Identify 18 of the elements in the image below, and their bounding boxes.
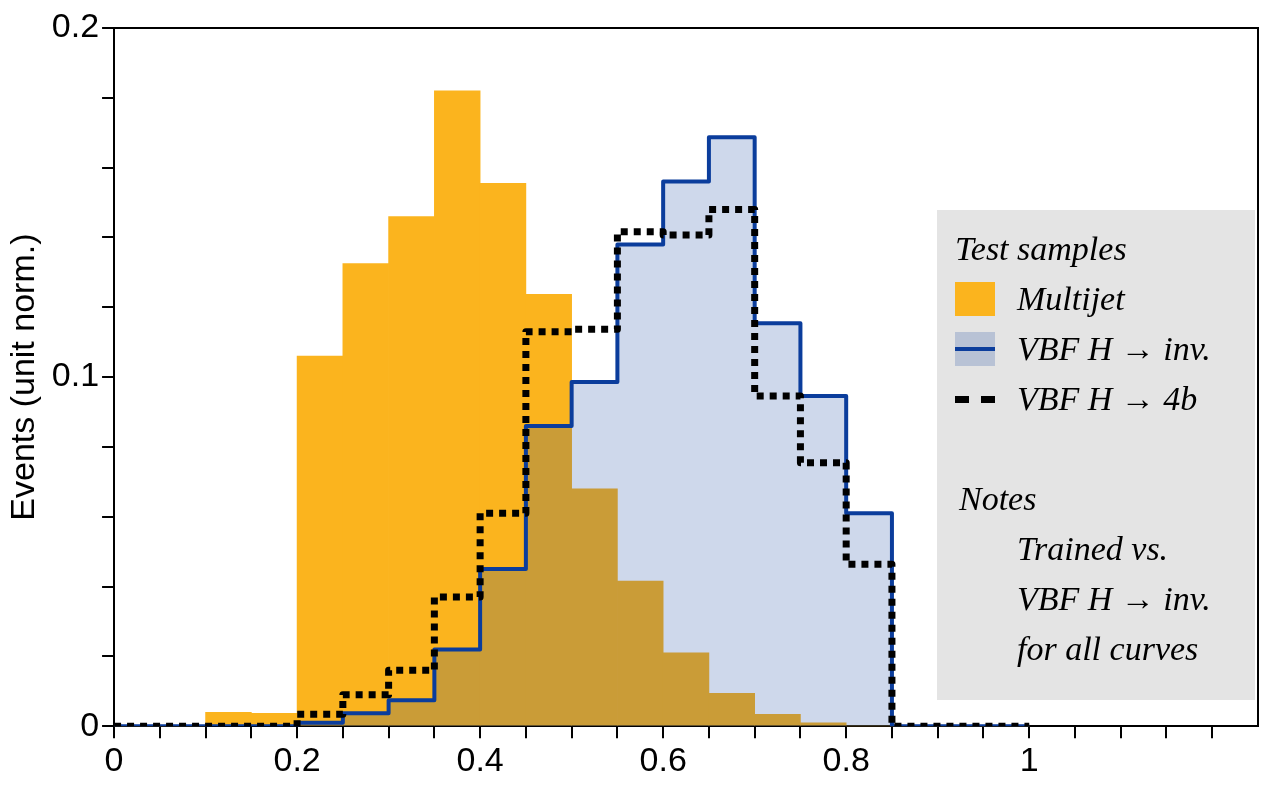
legend-title: Test samples	[955, 229, 1128, 269]
legend-label: Multijet	[1017, 279, 1125, 319]
x-tick-label: 0	[104, 739, 124, 778]
annotation: Notes	[958, 479, 1038, 519]
x-tick-label: 0.8	[822, 739, 870, 778]
annotation: VBF H → inv.	[1016, 579, 1212, 619]
legend-label: VBF H → inv.	[1017, 329, 1211, 369]
x-tick-label: 1	[1019, 739, 1039, 778]
annotation: for all curves	[1016, 629, 1200, 669]
y-tick-label: 0.2	[51, 6, 100, 45]
y-tick-label: 0.1	[51, 355, 100, 394]
x-tick-label: 0.4	[456, 739, 504, 778]
y-tick-label: 0	[80, 704, 100, 743]
x-tick-label: 0.2	[273, 739, 321, 778]
legend-label: VBF H → 4b	[1017, 379, 1198, 419]
y-axis-title: Events (unit norm.)	[2, 233, 41, 521]
annotation: Trained vs.	[1016, 529, 1170, 569]
x-tick-label: 0.6	[639, 739, 687, 778]
